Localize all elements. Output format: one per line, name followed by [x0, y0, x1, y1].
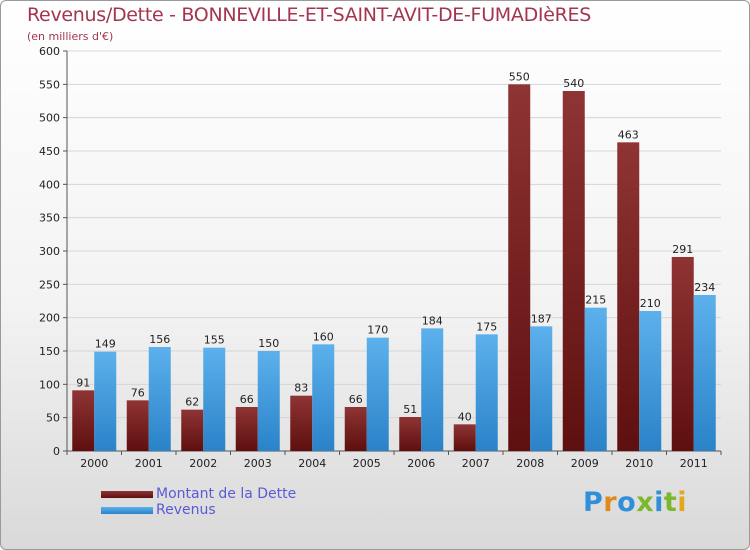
bar-dette	[617, 142, 640, 452]
bar-revenus	[257, 351, 280, 451]
x-tick-label: 2006	[407, 457, 435, 470]
x-tick-label: 2007	[462, 457, 490, 470]
bar-dette	[72, 390, 95, 451]
data-label-dette: 40	[458, 410, 472, 423]
bar-revenus	[475, 334, 498, 451]
y-tick-label: 550	[39, 78, 60, 91]
logo-letter: i	[654, 487, 664, 518]
logo-letter: x	[636, 487, 655, 518]
data-label-dette: 291	[672, 243, 693, 256]
bar-revenus	[584, 307, 607, 451]
legend-swatch-dette	[101, 491, 153, 498]
bar-revenus	[312, 344, 335, 451]
legend-swatch-revenus	[101, 507, 153, 514]
axes: 0 50 100 150 200 250 300 350 400 450 500 550 600 2000…	[39, 45, 722, 470]
bar-revenus	[203, 347, 226, 451]
data-label-dette: 62	[185, 396, 199, 409]
data-label-dette: 83	[294, 382, 308, 395]
data-label-dette: 540	[563, 77, 584, 90]
x-tick-label: 2010	[625, 457, 653, 470]
bar-revenus	[148, 347, 171, 451]
grid-lines	[67, 50, 721, 452]
logo-letter: o	[617, 487, 637, 518]
data-labels: 91 149 76 156 62 155 66 150 83 160 66 170 51 184 40 175…	[76, 70, 715, 423]
x-tick-label: 2004	[298, 457, 326, 470]
bar-dette	[562, 91, 585, 451]
data-label-dette: 463	[618, 128, 639, 141]
bar-dette	[235, 407, 258, 451]
bar-revenus	[530, 326, 553, 451]
data-label-revenus: 170	[367, 324, 388, 337]
data-label-revenus: 150	[258, 337, 279, 350]
bar-revenus	[639, 311, 662, 451]
data-label-revenus: 215	[585, 294, 606, 307]
y-tick-label: 250	[39, 278, 60, 291]
bar-revenus	[366, 337, 389, 451]
bar-dette	[126, 400, 149, 451]
y-tick-label: 450	[39, 145, 60, 158]
x-tick-label: 2000	[80, 457, 108, 470]
y-tick-label: 350	[39, 212, 60, 225]
x-tick-label: 2008	[516, 457, 544, 470]
data-label-revenus: 234	[694, 281, 715, 294]
logo-letter: t	[663, 487, 678, 518]
chart-subtitle: (en milliers d'€)	[27, 30, 114, 43]
legend-label-revenus: Revenus	[156, 502, 216, 518]
bar-dette	[399, 417, 422, 451]
data-label-dette: 66	[349, 393, 363, 406]
y-tick-label: 0	[53, 445, 60, 458]
bar-dette	[508, 84, 531, 451]
data-label-revenus: 187	[531, 312, 552, 325]
data-label-revenus: 156	[149, 333, 170, 346]
y-tick-label: 600	[39, 45, 60, 58]
bar-dette	[290, 395, 313, 451]
data-label-dette: 76	[131, 386, 145, 399]
data-label-revenus: 184	[422, 314, 443, 327]
bar-dette	[181, 409, 204, 451]
x-tick-label: 2002	[189, 457, 217, 470]
legend-label-dette: Montant de la Dette	[156, 486, 297, 502]
proxiti-logo: Proxiti	[583, 487, 687, 518]
x-tick-label: 2003	[244, 457, 272, 470]
data-label-revenus: 210	[640, 297, 661, 310]
y-tick-label: 150	[39, 345, 60, 358]
data-label-dette: 51	[403, 403, 417, 416]
data-label-revenus: 160	[313, 330, 334, 343]
data-label-revenus: 149	[95, 338, 116, 351]
bar-revenus	[94, 351, 117, 451]
data-label-revenus: 155	[204, 334, 225, 347]
logo-letter: i	[677, 487, 688, 518]
y-tick-label: 200	[39, 312, 60, 325]
y-tick-label: 50	[46, 412, 60, 425]
bar-revenus	[693, 295, 716, 451]
data-label-dette: 91	[76, 376, 90, 389]
bar-dette	[344, 407, 367, 451]
x-tick-label: 2001	[135, 457, 163, 470]
bar-dette	[671, 257, 694, 451]
data-label-dette: 66	[240, 393, 254, 406]
x-tick-label: 2009	[571, 457, 599, 470]
y-tick-label: 300	[39, 245, 60, 258]
logo-letter: P	[583, 487, 604, 518]
data-label-revenus: 175	[476, 320, 497, 333]
chart-title: Revenus/Dette - BONNEVILLE-ET-SAINT-AVIT…	[27, 4, 591, 26]
y-tick-label: 100	[39, 378, 60, 391]
bar-dette	[453, 424, 476, 451]
bar-revenus	[421, 328, 444, 451]
bars	[72, 84, 716, 452]
x-tick-label: 2011	[680, 457, 708, 470]
data-label-dette: 550	[509, 70, 530, 83]
y-tick-label: 400	[39, 178, 60, 191]
y-tick-label: 500	[39, 112, 60, 125]
x-tick-label: 2005	[353, 457, 381, 470]
logo-letter: r	[603, 487, 618, 518]
